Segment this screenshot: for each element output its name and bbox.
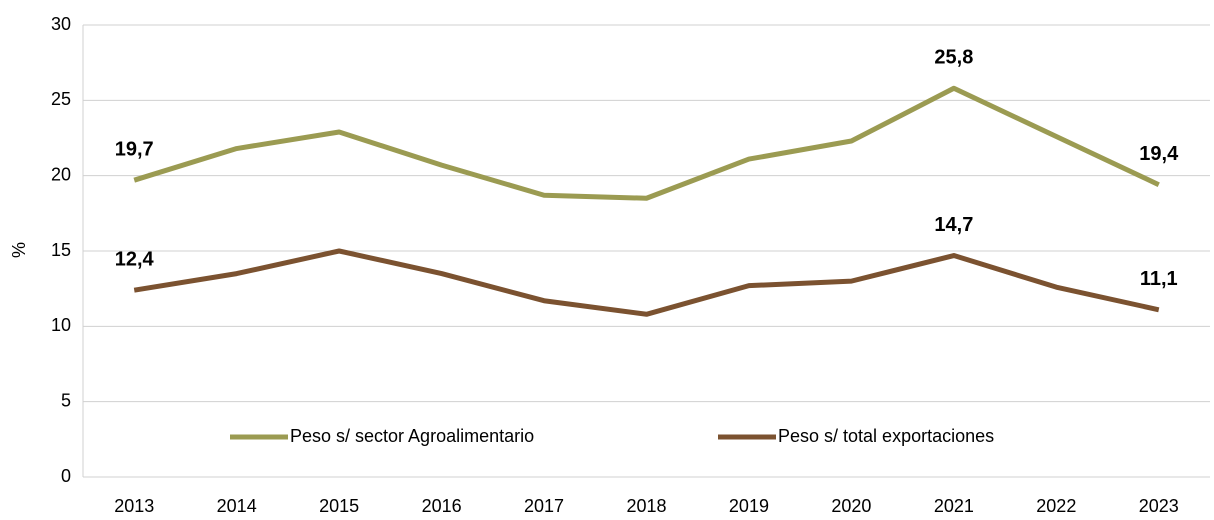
data-label: 19,4 <box>1139 143 1179 165</box>
x-tick-label: 2014 <box>217 496 257 516</box>
x-tick-label: 2016 <box>422 496 462 516</box>
data-label: 14,7 <box>934 214 973 236</box>
y-tick-label: 30 <box>51 14 71 34</box>
legend-label: Peso s/ total exportaciones <box>778 426 994 446</box>
series-line <box>133 85 1160 201</box>
x-tick-label: 2013 <box>114 496 154 516</box>
y-axis-label: % <box>9 242 29 258</box>
x-tick-label: 2019 <box>729 496 769 516</box>
data-label: 11,1 <box>1140 268 1178 290</box>
x-tick-label: 2018 <box>626 496 666 516</box>
y-tick-label: 25 <box>51 89 71 109</box>
y-tick-label: 15 <box>51 240 71 260</box>
x-tick-label: 2021 <box>934 496 974 516</box>
x-tick-label: 2017 <box>524 496 564 516</box>
x-tick-label: 2020 <box>831 496 871 516</box>
data-label: 19,7 <box>115 138 154 160</box>
y-tick-label: 5 <box>61 390 71 410</box>
x-tick-label: 2022 <box>1036 496 1076 516</box>
x-tick-label: 2015 <box>319 496 359 516</box>
y-tick-label: 20 <box>51 164 71 184</box>
y-tick-label: 10 <box>51 315 71 335</box>
data-label: 25,8 <box>934 47 973 69</box>
x-tick-label: 2023 <box>1139 496 1179 516</box>
data-label: 12,4 <box>115 248 155 270</box>
series-line <box>133 248 1160 317</box>
legend-label: Peso s/ sector Agroalimentario <box>290 426 534 446</box>
y-tick-label: 0 <box>61 466 71 486</box>
